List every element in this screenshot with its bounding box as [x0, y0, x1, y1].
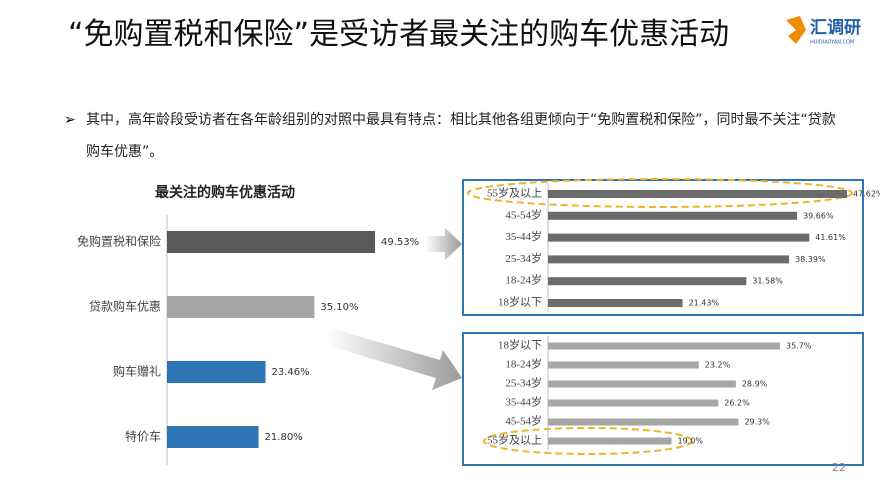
category-label: 18-24岁 — [505, 357, 542, 371]
highlight-ellipse — [483, 427, 693, 455]
value-label: 29.3% — [744, 418, 770, 427]
category-label: 35-44岁 — [505, 395, 542, 409]
value-label: 41.61% — [815, 233, 846, 242]
logo-sub: HUIDIAOYAN.COM — [810, 40, 854, 46]
category-label: 55岁及以上 — [487, 186, 542, 200]
bar — [548, 380, 736, 388]
bar — [167, 426, 259, 448]
highlight-box — [462, 179, 864, 316]
bar — [548, 190, 848, 198]
highlight-box — [462, 332, 864, 466]
page-number: 22 — [832, 461, 846, 474]
bar — [548, 342, 781, 350]
arrow — [425, 228, 462, 260]
category-label: 贷款购车优惠 — [89, 299, 161, 314]
category-label: 购车赠礼 — [113, 364, 161, 379]
highlight-ellipse — [467, 178, 853, 208]
value-label: 21.80% — [265, 432, 303, 443]
value-label: 23.46% — [272, 367, 310, 378]
bar — [167, 296, 315, 318]
bullet-icon: ➢ — [64, 112, 76, 128]
category-label: 55岁及以上 — [487, 433, 542, 447]
category-label: 45-54岁 — [505, 207, 542, 221]
value-label: 35.10% — [320, 302, 358, 313]
slide-title: “免购置税和保险”是受访者最关注的购车优惠活动 — [68, 17, 730, 52]
bar — [548, 255, 790, 264]
value-label: 23.2% — [705, 361, 731, 370]
bar — [548, 437, 672, 445]
value-label: 47.62% — [853, 190, 880, 199]
value-label: 28.9% — [742, 380, 768, 389]
category-label: 特价车 — [125, 429, 161, 444]
value-label: 26.2% — [724, 399, 750, 408]
bar — [167, 361, 266, 383]
category-label: 18-24岁 — [505, 273, 542, 287]
category-label: 45-54岁 — [505, 414, 542, 428]
category-label: 18岁以下 — [498, 295, 542, 309]
bar — [167, 231, 376, 253]
value-label: 39.66% — [803, 211, 834, 220]
arrow — [326, 328, 462, 390]
bar — [548, 299, 683, 307]
category-label: 35-44岁 — [505, 229, 542, 243]
value-label: 31.58% — [752, 277, 783, 286]
category-label: 25-34岁 — [505, 251, 542, 265]
bar — [548, 211, 798, 220]
value-label: 21.43% — [689, 299, 720, 308]
bar — [548, 277, 747, 286]
bar — [548, 418, 739, 426]
bar — [548, 399, 719, 407]
value-label: 35.7% — [786, 342, 812, 351]
logo-text: 汇调研 — [810, 18, 861, 38]
category-label: 免购置税和保险 — [77, 234, 161, 249]
category-label: 25-34岁 — [505, 376, 542, 390]
logo-icon — [786, 16, 806, 44]
category-label: 18岁以下 — [498, 338, 542, 352]
value-label: 19.0% — [678, 437, 704, 446]
value-label: 38.39% — [795, 255, 826, 264]
value-label: 49.53% — [381, 237, 419, 248]
chart-title: 最关注的购车优惠活动 — [155, 184, 295, 201]
bar — [548, 361, 699, 369]
bar — [548, 233, 810, 242]
bullet-text: 其中，高年龄段受访者在各年龄组别的对照中最具有特点：相比其他各组更倾向于“免购置… — [86, 112, 836, 160]
